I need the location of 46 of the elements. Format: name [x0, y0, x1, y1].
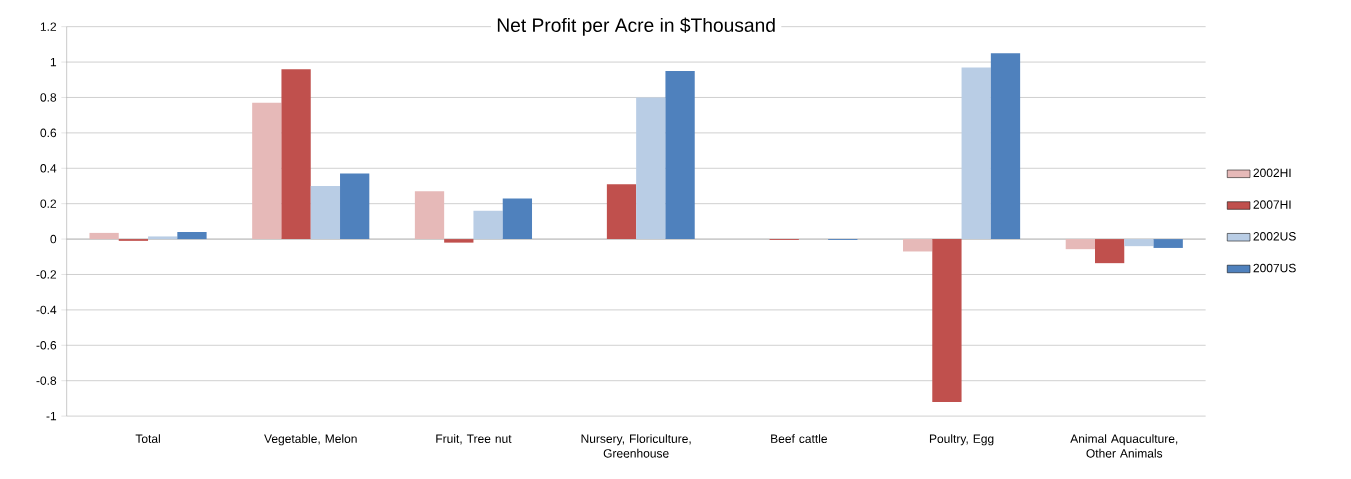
y-tick-label: 0.8: [40, 93, 57, 102]
x-tick-label: Nursery, Floriculture, Greenhouse: [581, 434, 691, 458]
y-tick-label: -0.2: [36, 270, 57, 279]
bar: [252, 102, 282, 240]
x-tick-label: Fruit, Tree nut: [436, 434, 512, 445]
bar: [473, 210, 503, 240]
bar: [961, 67, 991, 240]
x-tick-label: Animal Aquaculture, Other Animals: [1070, 434, 1178, 458]
bar: [932, 239, 962, 403]
legend-label: 2007US: [1253, 263, 1296, 273]
y-tick-label: 0.4: [40, 164, 57, 173]
y-tick-label: 0: [50, 234, 57, 244]
x-tick-label: Vegetable, Melon: [264, 434, 357, 446]
bar: [902, 239, 933, 252]
bar: [665, 71, 695, 240]
bar: [310, 186, 341, 240]
bar: [1153, 239, 1183, 249]
bar: [1065, 239, 1095, 250]
bar: [444, 239, 474, 243]
y-tick-label: -0.4: [36, 305, 57, 315]
chart-title: Net Profit per Acre in $Thousand: [497, 17, 775, 36]
y-tick-label: 0.2: [40, 199, 57, 209]
bar: [606, 184, 637, 240]
bar: [148, 236, 178, 240]
y-tick-label: 1.2: [40, 22, 57, 31]
y-tick-label: -0.8: [36, 376, 57, 386]
bar: [340, 173, 370, 240]
x-tick-label: Poultry, Egg: [929, 434, 994, 446]
bar: [1124, 239, 1154, 247]
bar: [636, 97, 666, 240]
bar: [414, 191, 445, 240]
bar: [281, 69, 311, 240]
legend-label: 2002US: [1253, 232, 1296, 241]
bar: [1094, 239, 1125, 264]
legend-label: 2002HI: [1253, 168, 1291, 178]
y-tick-label: -1: [46, 412, 57, 421]
bar: [990, 53, 1021, 240]
x-tick-label: Beef cattle: [771, 434, 828, 444]
bar: [502, 198, 533, 240]
bar: [89, 233, 119, 240]
legend-label: 2007HI: [1253, 200, 1291, 209]
x-tick-label: Total: [135, 434, 160, 444]
bar: [177, 232, 207, 240]
y-tick-label: 1: [50, 58, 57, 67]
y-tick-label: 0.6: [40, 128, 57, 138]
y-tick-label: -0.6: [36, 341, 57, 350]
